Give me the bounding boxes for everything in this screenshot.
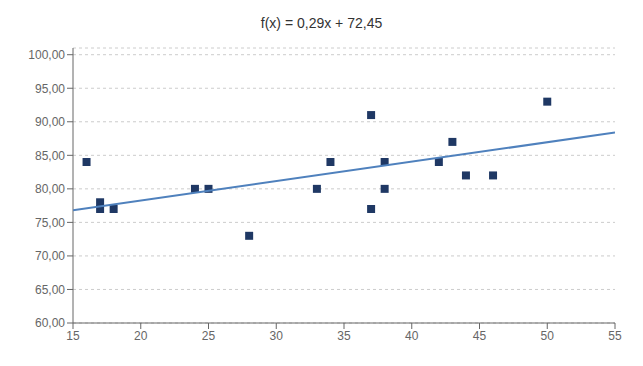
svg-text:75,00: 75,00 [35, 216, 65, 230]
svg-text:25: 25 [202, 329, 216, 343]
svg-text:95,00: 95,00 [35, 82, 65, 96]
svg-text:40: 40 [405, 329, 419, 343]
svg-text:30: 30 [270, 329, 284, 343]
svg-text:80,00: 80,00 [35, 182, 65, 196]
html-text:f(x) = 0,29x + 72,45: f(x) = 0,29x + 72,45 [260, 15, 383, 31]
svg-text:55: 55 [608, 329, 622, 343]
svg-text:70,00: 70,00 [35, 249, 65, 263]
svg-text:100,00: 100,00 [28, 48, 65, 62]
svg-text:35: 35 [337, 329, 351, 343]
svg-text:90,00: 90,00 [35, 115, 65, 129]
svg-text:45: 45 [473, 329, 487, 343]
svg-text:15: 15 [66, 329, 80, 343]
svg-text:20: 20 [134, 329, 148, 343]
svg-text:65,00: 65,00 [35, 283, 65, 297]
svg-text:50: 50 [541, 329, 555, 343]
svg-text:85,00: 85,00 [35, 149, 65, 163]
svg-text:60,00: 60,00 [35, 316, 65, 330]
